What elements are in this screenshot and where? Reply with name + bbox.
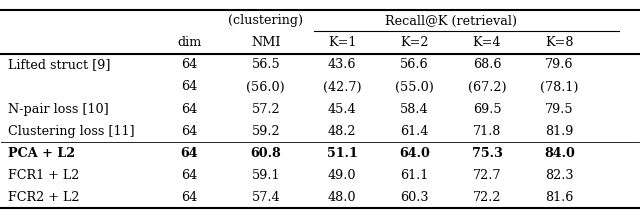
Text: (78.1): (78.1) xyxy=(540,80,579,94)
Text: 59.1: 59.1 xyxy=(252,169,280,182)
Text: (42.7): (42.7) xyxy=(323,80,362,94)
Text: 64: 64 xyxy=(181,80,198,94)
Text: 43.6: 43.6 xyxy=(328,58,356,72)
Text: 64: 64 xyxy=(181,58,198,72)
Text: 45.4: 45.4 xyxy=(328,102,356,116)
Text: 61.4: 61.4 xyxy=(400,124,429,138)
Text: 60.3: 60.3 xyxy=(400,191,429,203)
Text: 72.7: 72.7 xyxy=(473,169,501,182)
Text: 64: 64 xyxy=(181,169,198,182)
Text: Recall@K (retrieval): Recall@K (retrieval) xyxy=(385,15,517,27)
Text: 68.6: 68.6 xyxy=(473,58,501,72)
Text: FCR1 + L2: FCR1 + L2 xyxy=(8,169,79,182)
Text: 79.5: 79.5 xyxy=(545,102,574,116)
Text: Clustering loss [11]: Clustering loss [11] xyxy=(8,124,134,138)
Text: K=8: K=8 xyxy=(545,36,574,49)
Text: 51.1: 51.1 xyxy=(327,146,358,160)
Text: 64.0: 64.0 xyxy=(399,146,429,160)
Text: 64: 64 xyxy=(181,102,198,116)
Text: 69.5: 69.5 xyxy=(472,102,501,116)
Text: 64: 64 xyxy=(180,146,198,160)
Text: K=1: K=1 xyxy=(328,36,356,49)
Text: 75.3: 75.3 xyxy=(472,146,502,160)
Text: 49.0: 49.0 xyxy=(328,169,356,182)
Text: 48.2: 48.2 xyxy=(328,124,356,138)
Text: FCR2 + L2: FCR2 + L2 xyxy=(8,191,79,203)
Text: 56.6: 56.6 xyxy=(400,58,429,72)
Text: 71.8: 71.8 xyxy=(473,124,501,138)
Text: 81.9: 81.9 xyxy=(545,124,574,138)
Text: 64: 64 xyxy=(181,191,198,203)
Text: 61.1: 61.1 xyxy=(400,169,428,182)
Text: 81.6: 81.6 xyxy=(545,191,574,203)
Text: 82.3: 82.3 xyxy=(545,169,574,182)
Text: 57.4: 57.4 xyxy=(252,191,280,203)
Text: NMI: NMI xyxy=(251,36,280,49)
Text: 56.5: 56.5 xyxy=(252,58,280,72)
Text: (55.0): (55.0) xyxy=(395,80,434,94)
Text: 84.0: 84.0 xyxy=(544,146,575,160)
Text: dim: dim xyxy=(177,36,202,49)
Text: (67.2): (67.2) xyxy=(468,80,506,94)
Text: K=4: K=4 xyxy=(473,36,501,49)
Text: PCA + L2: PCA + L2 xyxy=(8,146,75,160)
Text: 57.2: 57.2 xyxy=(252,102,280,116)
Text: 59.2: 59.2 xyxy=(252,124,280,138)
Text: Lifted struct [9]: Lifted struct [9] xyxy=(8,58,110,72)
Text: 58.4: 58.4 xyxy=(400,102,429,116)
Text: 60.8: 60.8 xyxy=(250,146,281,160)
Text: 72.2: 72.2 xyxy=(473,191,501,203)
Text: (clustering): (clustering) xyxy=(228,15,303,27)
Text: 79.6: 79.6 xyxy=(545,58,574,72)
Text: (56.0): (56.0) xyxy=(246,80,285,94)
Text: N-pair loss [10]: N-pair loss [10] xyxy=(8,102,109,116)
Text: 64: 64 xyxy=(181,124,198,138)
Text: 48.0: 48.0 xyxy=(328,191,356,203)
Text: K=2: K=2 xyxy=(400,36,429,49)
